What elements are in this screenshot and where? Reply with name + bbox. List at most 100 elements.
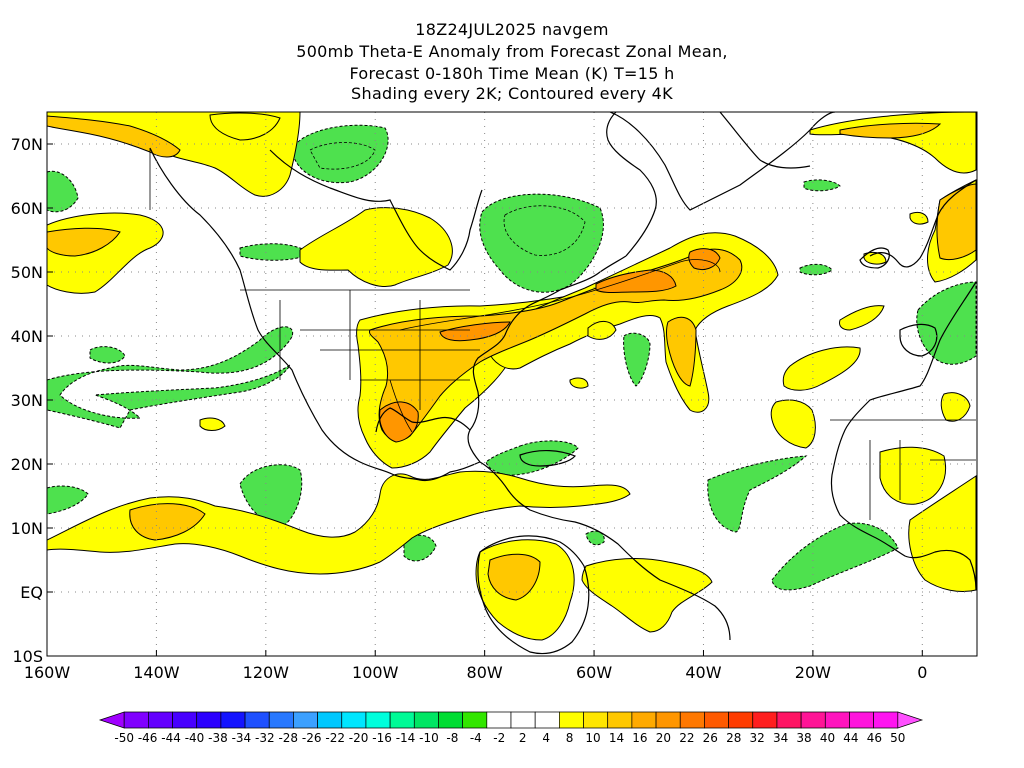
shade-pos-atlantic-iberia xyxy=(782,346,861,391)
coast-greenland-south xyxy=(719,112,811,169)
tick-label-lat: 40N xyxy=(11,327,43,346)
shade-neg-europe xyxy=(916,281,977,365)
shade-neg-hudson-nw xyxy=(291,124,389,184)
colorbar-swatch xyxy=(679,711,705,729)
colorbar-label: 44 xyxy=(843,731,858,745)
coast-atlantic-north-america xyxy=(467,255,627,463)
political-boundaries-africa xyxy=(830,419,976,520)
gridlines xyxy=(47,112,977,656)
shade-pos-brazil-north xyxy=(581,558,713,633)
shade-mid-bering xyxy=(47,227,121,257)
colorbar-label: 10 xyxy=(585,731,600,745)
shade-neg-gulf-guinea xyxy=(771,522,899,591)
colorbar-swatch xyxy=(98,711,125,729)
shade-pos-north-sea xyxy=(909,211,929,225)
shade-pos-uk xyxy=(863,251,887,265)
tick-label-lat: 10S xyxy=(12,647,43,666)
shade-neg-pacific-west xyxy=(47,485,89,515)
colorbar-label: -2 xyxy=(493,731,505,745)
tick-label-lon: 40W xyxy=(685,663,721,682)
contour-texas xyxy=(389,379,413,433)
shade-mid-pacific-tropics xyxy=(129,503,206,541)
tick-label-lat: 30N xyxy=(11,391,43,410)
shade-pos-canada xyxy=(299,207,453,287)
tick-label-lon: 80W xyxy=(467,663,503,682)
tick-label-lat: 10N xyxy=(11,519,43,538)
shade-neg-caribbean xyxy=(485,440,579,476)
colorbar-label: 38 xyxy=(796,731,811,745)
tick-label-lon: 160W xyxy=(24,663,71,682)
colorbar-label: -20 xyxy=(349,731,369,745)
colorbar-label: 46 xyxy=(867,731,882,745)
shade-neg-alaska xyxy=(47,170,79,213)
colorbar-label: -38 xyxy=(208,731,228,745)
shade-pos-north-africa xyxy=(940,392,971,422)
shade-pos-sahel xyxy=(879,446,946,505)
positive-anomaly-shading-mid xyxy=(47,115,977,601)
colorbar-swatch xyxy=(220,711,246,729)
colorbar-swatch xyxy=(196,711,222,729)
negative-anomaly-shading xyxy=(47,124,977,591)
colorbar-swatch xyxy=(607,711,633,729)
colorbar-swatch xyxy=(438,711,463,729)
coast-uk xyxy=(859,247,890,269)
colorbar-label: -32 xyxy=(255,731,275,745)
shade-neg-pacific-small xyxy=(89,346,126,364)
tick-label-lon: 100W xyxy=(352,663,399,682)
shade-mid-alaska-north xyxy=(47,115,181,158)
shade-pos-central-africa xyxy=(908,475,977,593)
contour-neg-hudson xyxy=(309,142,376,170)
shade-high-mid-atlantic xyxy=(439,321,511,342)
shade-pos-iberia-north xyxy=(839,305,885,331)
colorbar-label: 16 xyxy=(632,731,647,745)
shade-neg-atlantic-east xyxy=(707,455,808,533)
colorbar-label: -26 xyxy=(302,731,322,745)
colorbar-label: -46 xyxy=(138,731,158,745)
coast-labrador xyxy=(606,112,657,257)
colorbar-label: 32 xyxy=(750,731,765,745)
colorbar-swatch xyxy=(244,711,270,729)
shade-high-atlantic-north xyxy=(688,248,721,271)
shade-high-texas xyxy=(379,401,419,443)
colorbar-swatch xyxy=(897,711,924,729)
shade-neg-atlantic-mid xyxy=(623,332,651,387)
colorbar-label: 22 xyxy=(679,731,694,745)
colorbar-label: -8 xyxy=(446,731,458,745)
colorbar-label: -50 xyxy=(114,731,134,745)
colorbar-swatch xyxy=(486,711,512,729)
colorbar-swatch xyxy=(293,711,318,729)
shade-pos-arctic xyxy=(209,112,281,141)
colorbar-swatch xyxy=(365,711,391,729)
colorbar-label: 20 xyxy=(656,731,671,745)
tick-label-lon: 0 xyxy=(917,663,927,682)
shade-mid-greenland xyxy=(839,122,942,139)
colorbar-swatch xyxy=(752,711,778,729)
tick-label-lat: 50N xyxy=(11,263,43,282)
colorbar-label: -28 xyxy=(278,731,298,745)
tick-label-lat: 60N xyxy=(11,199,43,218)
colorbar-label: 2 xyxy=(519,731,527,745)
contour-jet-1 xyxy=(399,259,721,331)
colorbar-label: 26 xyxy=(703,731,718,745)
colorbar-swatch xyxy=(704,711,729,729)
colorbar-swatch xyxy=(534,711,560,729)
colorbar-swatch xyxy=(849,711,874,729)
tick-label-lon: 20W xyxy=(795,663,831,682)
colorbar-label: 28 xyxy=(726,731,741,745)
colorbar-swatch xyxy=(824,711,850,729)
tick-label-lat: 20N xyxy=(11,455,43,474)
shade-pos-west-africa-coast xyxy=(770,399,816,449)
shade-pos-pacific-small xyxy=(199,417,226,431)
shade-pos-pacific-tropics xyxy=(47,470,631,575)
colorbar-swatch xyxy=(583,711,609,729)
tick-label-lat: 70N xyxy=(11,135,43,154)
axes: 160W 140W 120W 100W 80W 60W 40W 20W 0 10S EQ 10N 20N… xyxy=(11,135,928,682)
plot-area xyxy=(47,112,977,656)
shade-neg-pacific-east xyxy=(47,326,294,429)
colorbar: -50 -46 -44 -40 -38 -34 -32 -28 -26 -22 -20 -16 -14-… xyxy=(98,711,924,745)
coast-south-america-north xyxy=(479,461,731,641)
shade-pos-atlantic-tiny xyxy=(569,377,589,389)
coast-gulf-of-mexico xyxy=(375,407,471,433)
colorbar-label: 34 xyxy=(773,731,788,745)
coast-south-america xyxy=(477,535,590,655)
